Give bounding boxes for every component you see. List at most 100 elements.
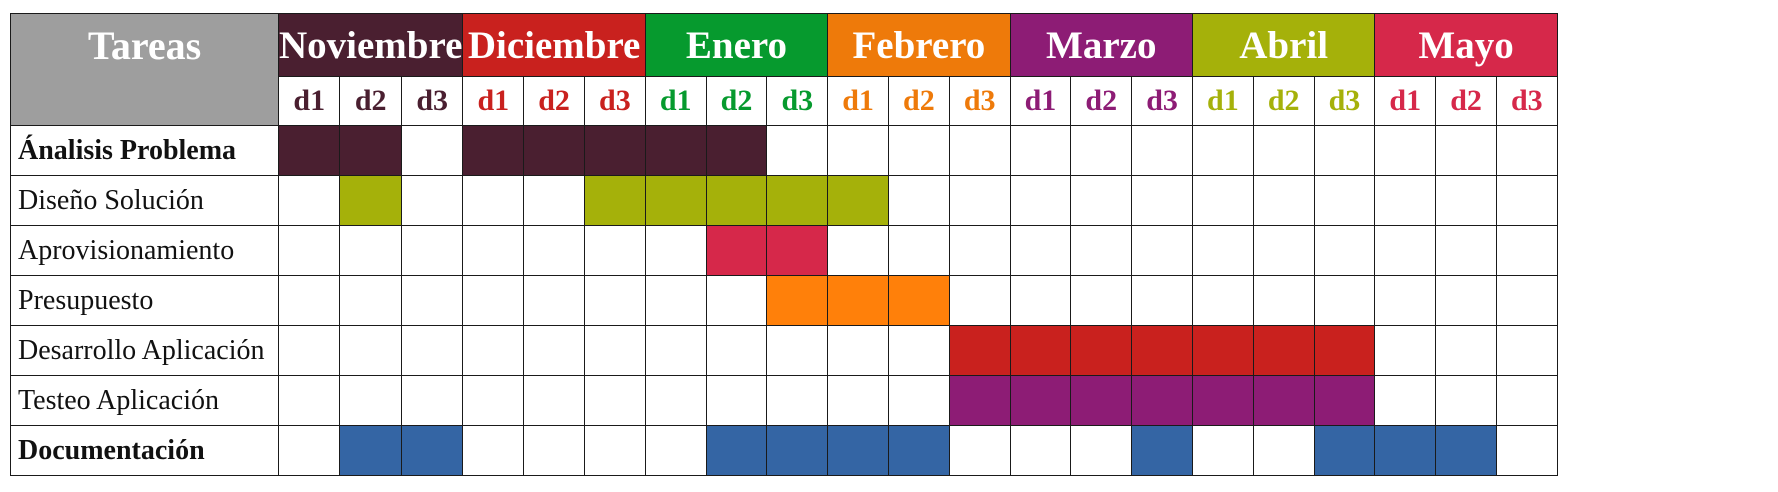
gantt-empty-cell: [1070, 425, 1133, 476]
gantt-empty-cell: [584, 325, 646, 376]
gantt-bar-segment: [705, 175, 768, 226]
gantt-empty-cell: [1191, 275, 1254, 326]
gantt-empty-cell: [1252, 125, 1315, 176]
gantt-empty-cell: [584, 425, 646, 476]
gantt-empty-cell: [1131, 225, 1193, 276]
gantt-empty-cell: [1131, 125, 1193, 176]
gantt-empty-cell: [1070, 125, 1133, 176]
gantt-empty-cell: [1374, 225, 1437, 276]
month-header: Febrero: [827, 13, 1011, 77]
gantt-empty-cell: [400, 275, 464, 326]
gantt-empty-cell: [1374, 125, 1437, 176]
gantt-empty-cell: [1435, 375, 1497, 426]
gantt-bar-segment: [1009, 325, 1072, 376]
gantt-empty-cell: [887, 125, 950, 176]
gantt-empty-cell: [339, 275, 402, 326]
gantt-bar-segment: [705, 125, 768, 176]
gantt-empty-cell: [277, 275, 341, 326]
month-header: Enero: [644, 13, 829, 77]
gantt-bar-segment: [766, 225, 829, 276]
gantt-empty-cell: [1374, 275, 1437, 326]
gantt-empty-cell: [1252, 175, 1315, 226]
gantt-empty-cell: [400, 225, 464, 276]
gantt-empty-cell: [400, 325, 464, 376]
gantt-bar-segment: [1070, 325, 1133, 376]
task-name: Aprovisionamiento: [10, 225, 279, 276]
gantt-empty-cell: [462, 175, 525, 226]
month-header: Mayo: [1374, 13, 1558, 77]
gantt-empty-cell: [523, 225, 585, 276]
gantt-empty-cell: [1252, 275, 1315, 326]
gantt-bar-segment: [827, 425, 889, 476]
decade-label: d2: [887, 76, 950, 126]
gantt-empty-cell: [277, 175, 341, 226]
gantt-bar-segment: [827, 175, 889, 226]
gantt-empty-cell: [1313, 175, 1376, 226]
task-row: Desarrollo Aplicación: [10, 325, 1558, 376]
gantt-bar-segment: [766, 425, 829, 476]
gantt-empty-cell: [766, 325, 829, 376]
gantt-empty-cell: [1009, 175, 1072, 226]
gantt-bar-segment: [277, 125, 341, 176]
gantt-empty-cell: [462, 225, 525, 276]
gantt-empty-cell: [462, 275, 525, 326]
task-row: Aprovisionamiento: [10, 225, 1558, 276]
gantt-empty-cell: [400, 175, 464, 226]
gantt-empty-cell: [1495, 275, 1558, 326]
gantt-empty-cell: [644, 375, 707, 426]
gantt-empty-cell: [1252, 225, 1315, 276]
gantt-empty-cell: [1435, 175, 1497, 226]
gantt-empty-cell: [277, 425, 341, 476]
decade-label: d3: [584, 76, 646, 126]
month-header: Marzo: [1009, 13, 1193, 77]
gantt-empty-cell: [1009, 125, 1072, 176]
task-rows: Ánalisis Problema Diseño Solución Aprovisi…: [10, 125, 1558, 476]
gantt-empty-cell: [339, 375, 402, 426]
gantt-empty-cell: [277, 375, 341, 426]
gantt-bar-segment: [1131, 325, 1193, 376]
gantt-empty-cell: [1070, 175, 1133, 226]
decade-label: d1: [277, 76, 341, 126]
task-row: Testeo Aplicación: [10, 375, 1558, 426]
gantt-empty-cell: [1374, 375, 1437, 426]
task-row: Presupuesto: [10, 275, 1558, 326]
gantt-bar-segment: [705, 425, 768, 476]
gantt-empty-cell: [1495, 175, 1558, 226]
gantt-empty-cell: [1374, 325, 1437, 376]
gantt-bar-segment: [584, 175, 646, 226]
gantt-bar-segment: [339, 425, 402, 476]
gantt-empty-cell: [887, 375, 950, 426]
gantt-bar-segment: [339, 175, 402, 226]
gantt-bar-segment: [887, 275, 950, 326]
task-row: Diseño Solución: [10, 175, 1558, 226]
gantt-empty-cell: [1313, 275, 1376, 326]
gantt-empty-cell: [1009, 225, 1072, 276]
gantt-empty-cell: [1435, 225, 1497, 276]
gantt-bar-segment: [523, 125, 585, 176]
gantt-bar-segment: [400, 425, 464, 476]
gantt-empty-cell: [339, 325, 402, 376]
gantt-empty-cell: [827, 225, 889, 276]
decade-label: d3: [1131, 76, 1193, 126]
gantt-empty-cell: [705, 375, 768, 426]
decade-label: d1: [1374, 76, 1437, 126]
task-name: Presupuesto: [10, 275, 279, 326]
decade-label: d3: [400, 76, 464, 126]
gantt-empty-cell: [1191, 125, 1254, 176]
gantt-empty-cell: [1495, 425, 1558, 476]
decade-label: d2: [705, 76, 768, 126]
gantt-empty-cell: [887, 325, 950, 376]
decade-label: d1: [462, 76, 525, 126]
gantt-empty-cell: [584, 225, 646, 276]
decade-label: d2: [1435, 76, 1497, 126]
gantt-empty-cell: [1435, 275, 1497, 326]
decade-label: d3: [1313, 76, 1376, 126]
gantt-empty-cell: [584, 375, 646, 426]
gantt-bar-segment: [1374, 425, 1437, 476]
gantt-empty-cell: [1191, 175, 1254, 226]
gantt-bar-segment: [1191, 325, 1254, 376]
gantt-bar-segment: [766, 175, 829, 226]
decade-label: d1: [827, 76, 889, 126]
month-header: Noviembre: [277, 13, 464, 77]
gantt-table: Tareas Noviembre Diciembre Enero Febrero Mar…: [10, 13, 1558, 476]
